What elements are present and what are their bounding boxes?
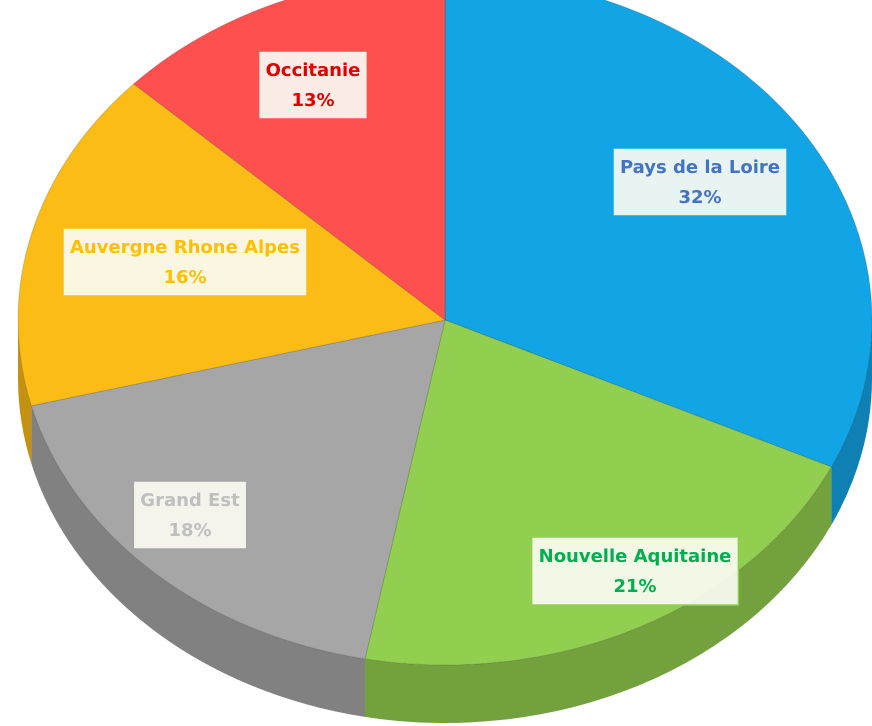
label-category: Nouvelle Aquitaine	[539, 546, 732, 567]
data-label: Grand Est 18%	[132, 480, 248, 550]
data-label: Nouvelle Aquitaine 21%	[530, 536, 740, 606]
label-value: 13%	[291, 90, 334, 111]
data-label-box	[132, 480, 248, 550]
label-category: Occitanie	[266, 60, 361, 81]
data-label: Auvergne Rhone Alpes 16%	[62, 227, 308, 297]
data-label-box	[257, 50, 369, 120]
slice-side-shade	[18, 320, 32, 464]
label-value: 18%	[168, 520, 211, 541]
slice-side	[31, 405, 365, 717]
slice	[444, 0, 872, 468]
label-category: Auvergne Rhone Alpes	[70, 237, 300, 258]
data-label-box	[62, 227, 308, 297]
label-value: 16%	[163, 267, 206, 288]
data-label: Occitanie 13%	[257, 50, 369, 120]
label-category: Grand Est	[140, 490, 240, 511]
label-category: Pays de la Loire	[620, 157, 780, 178]
data-label-box	[612, 147, 788, 217]
slice-side	[18, 320, 32, 464]
data-label: Pays de la Loire 32%	[612, 147, 788, 217]
data-label-box	[530, 536, 740, 606]
slice-side	[831, 320, 872, 525]
slice-side-shade	[831, 320, 872, 525]
label-value: 21%	[613, 576, 656, 597]
label-value: 32%	[678, 187, 721, 208]
slice-side-shade	[31, 405, 365, 717]
